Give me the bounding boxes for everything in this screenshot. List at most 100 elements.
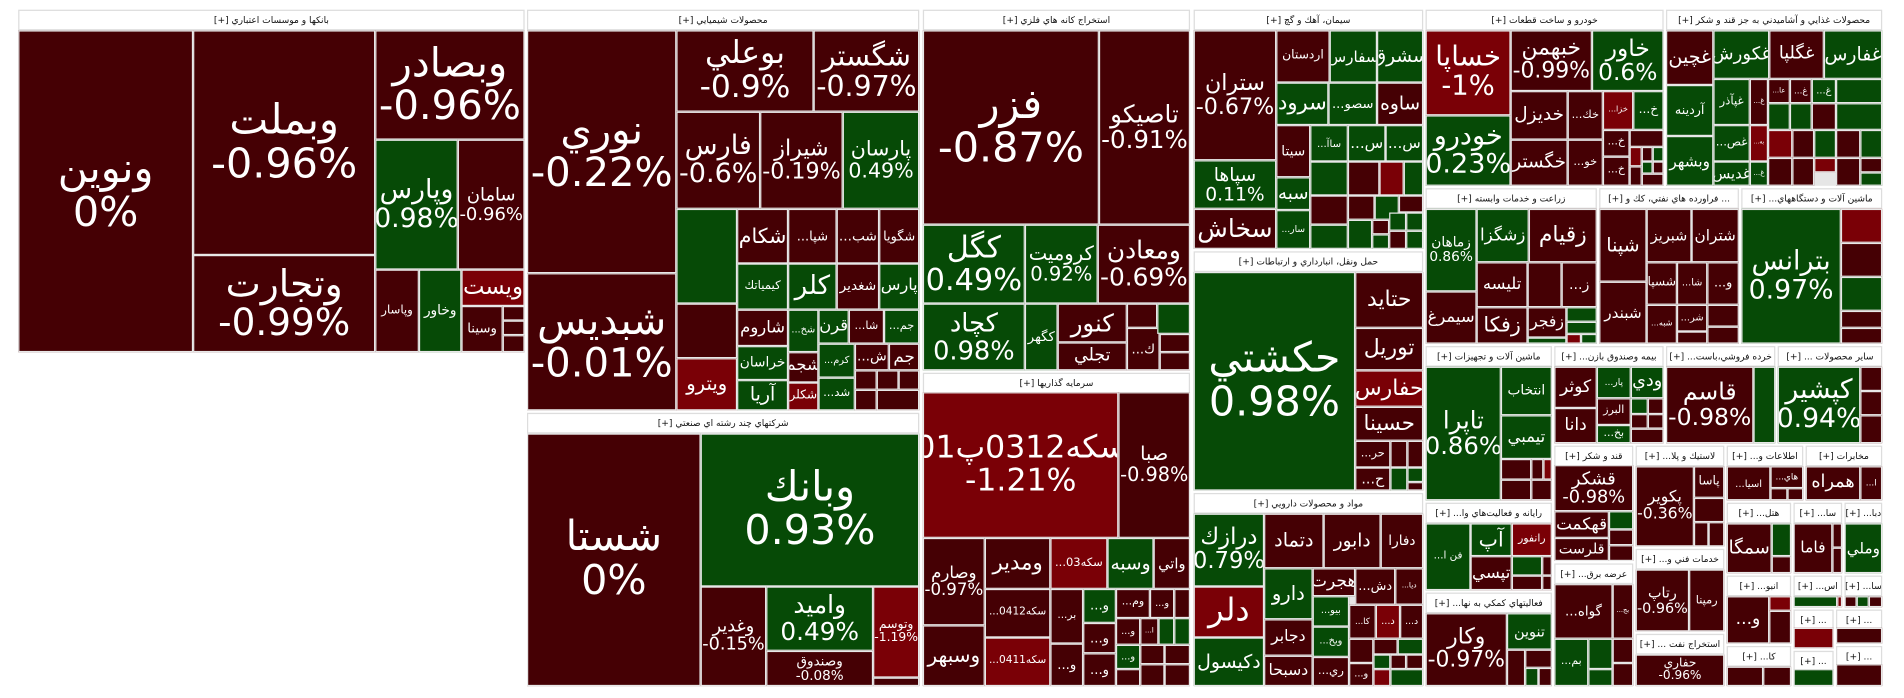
small-stock-tile[interactable] bbox=[502, 320, 525, 336]
stock-tile[interactable]: دارو bbox=[1264, 568, 1313, 620]
small-stock-tile[interactable] bbox=[1543, 459, 1552, 480]
stock-tile[interactable]: خزا... bbox=[1602, 91, 1634, 130]
small-stock-tile[interactable] bbox=[1630, 428, 1664, 444]
stock-tile[interactable]: خساپا -1% bbox=[1425, 30, 1511, 116]
stock-tile[interactable]: س... bbox=[1347, 125, 1386, 162]
stock-tile[interactable]: شغدير bbox=[836, 263, 880, 310]
small-stock-tile[interactable] bbox=[1581, 333, 1597, 344]
stock-tile[interactable]: ا... bbox=[1140, 618, 1159, 645]
small-stock-tile[interactable] bbox=[1641, 146, 1653, 162]
small-stock-tile[interactable] bbox=[1608, 511, 1634, 530]
small-stock-tile[interactable] bbox=[1771, 556, 1792, 574]
small-stock-tile[interactable] bbox=[1531, 459, 1544, 480]
stock-tile[interactable]: دتماد bbox=[1264, 513, 1324, 569]
sector-header-expand[interactable]: عرضه برق... [+] bbox=[1554, 563, 1634, 585]
small-stock-tile[interactable] bbox=[1525, 667, 1539, 687]
stock-tile[interactable]: سبه bbox=[1276, 177, 1311, 211]
stock-tile[interactable]: ش... bbox=[854, 343, 889, 371]
sector-header-expand[interactable]: خرده فروشي،باست... [+] bbox=[1666, 346, 1776, 367]
small-stock-tile[interactable] bbox=[876, 370, 899, 390]
small-stock-tile[interactable] bbox=[873, 677, 920, 687]
small-stock-tile[interactable] bbox=[1500, 459, 1532, 480]
small-stock-tile[interactable] bbox=[1159, 352, 1191, 371]
small-stock-tile[interactable] bbox=[1608, 545, 1634, 562]
stock-tile[interactable]: خاور 0.6% bbox=[1591, 30, 1664, 92]
stock-tile[interactable]: دش... bbox=[1355, 568, 1396, 605]
small-stock-tile[interactable] bbox=[1588, 669, 1613, 687]
small-stock-tile[interactable] bbox=[1398, 195, 1424, 213]
stock-tile[interactable]: درازك 0.79% bbox=[1193, 513, 1265, 587]
small-stock-tile[interactable] bbox=[1390, 440, 1408, 468]
small-stock-tile[interactable] bbox=[1126, 303, 1158, 328]
sector-header-expand[interactable]: مخابرات [+] bbox=[1805, 445, 1883, 467]
small-stock-tile[interactable] bbox=[1140, 644, 1165, 665]
stock-tile[interactable]: حفاري -0.96% bbox=[1635, 654, 1725, 687]
stock-tile[interactable]: سفارس bbox=[1329, 30, 1378, 83]
stock-tile[interactable]: اسيا... bbox=[1726, 466, 1771, 501]
stock-tile[interactable]: خودرو 0.23% bbox=[1425, 115, 1511, 186]
stock-tile[interactable]: توريل bbox=[1355, 327, 1424, 371]
small-stock-tile[interactable] bbox=[1860, 157, 1883, 173]
small-stock-tile[interactable] bbox=[1676, 331, 1708, 344]
sector-header-expand[interactable]: ساير محصولات ... [+] bbox=[1777, 346, 1883, 367]
stock-tile[interactable]: كپشير 0.94% bbox=[1777, 366, 1861, 444]
stock-tile[interactable]: پارس bbox=[879, 263, 920, 310]
stock-tile[interactable]: شگويا bbox=[879, 208, 920, 264]
small-stock-tile[interactable] bbox=[1868, 596, 1883, 608]
stock-tile[interactable]: حفارس bbox=[1355, 370, 1424, 407]
stock-tile[interactable]: ا... bbox=[1860, 466, 1883, 501]
stock-tile[interactable]: جم... bbox=[884, 309, 920, 344]
stock-tile[interactable]: خ... bbox=[1602, 129, 1630, 157]
small-stock-tile[interactable] bbox=[1629, 146, 1642, 167]
stock-tile[interactable]: غكورش bbox=[1713, 30, 1770, 79]
stock-tile[interactable]: هاي... bbox=[1770, 466, 1804, 489]
stock-tile[interactable]: حسينا bbox=[1355, 406, 1424, 441]
small-stock-tile[interactable] bbox=[1566, 333, 1582, 344]
stock-tile[interactable]: د... bbox=[1400, 604, 1424, 639]
small-stock-tile[interactable] bbox=[1641, 173, 1664, 186]
small-stock-tile[interactable] bbox=[1630, 398, 1648, 415]
stock-tile[interactable]: ستران -0.67% bbox=[1193, 30, 1277, 161]
small-stock-tile[interactable] bbox=[1641, 161, 1653, 174]
stock-tile[interactable]: ساوه bbox=[1377, 82, 1424, 126]
small-stock-tile[interactable] bbox=[1792, 157, 1815, 186]
small-stock-tile[interactable] bbox=[1566, 321, 1597, 334]
stock-tile[interactable]: شاروم bbox=[737, 309, 789, 347]
small-stock-tile[interactable] bbox=[1856, 596, 1869, 608]
stock-tile[interactable]: رتاپ -0.96% bbox=[1635, 569, 1690, 632]
stock-tile[interactable]: شبندر bbox=[1599, 281, 1647, 344]
stock-tile[interactable]: غفارس bbox=[1823, 30, 1883, 79]
stock-tile[interactable]: ح... bbox=[1355, 467, 1391, 491]
small-stock-tile[interactable] bbox=[1840, 327, 1883, 344]
small-stock-tile[interactable] bbox=[1407, 482, 1424, 491]
small-stock-tile[interactable] bbox=[1164, 644, 1191, 665]
stock-tile[interactable]: شستا 0% bbox=[527, 433, 701, 687]
small-stock-tile[interactable] bbox=[1652, 161, 1664, 174]
sector-header-expand[interactable]: قند و شكر [+] bbox=[1554, 445, 1634, 467]
stock-tile[interactable]: شبه... bbox=[1646, 304, 1677, 344]
stock-tile[interactable]: دانا bbox=[1554, 408, 1597, 444]
sector-header-expand[interactable]: سرمايه گذاريها [+] bbox=[922, 372, 1191, 394]
small-stock-tile[interactable] bbox=[1379, 161, 1404, 196]
stock-tile[interactable]: وخاور bbox=[418, 269, 462, 353]
stock-tile[interactable]: غگلپا bbox=[1769, 30, 1824, 79]
stock-tile[interactable]: وتجارت -0.99% bbox=[193, 255, 376, 353]
stock-tile[interactable]: دكيسول bbox=[1193, 637, 1265, 687]
stock-tile[interactable]: ومدير bbox=[984, 537, 1051, 589]
stock-tile[interactable]: گواه... bbox=[1554, 584, 1613, 639]
stock-tile[interactable]: همراه bbox=[1805, 466, 1861, 501]
stock-tile[interactable]: و... bbox=[1349, 663, 1374, 687]
stock-tile[interactable]: س... bbox=[1385, 125, 1424, 162]
stock-tile[interactable]: واميد 0.49% bbox=[766, 586, 874, 651]
small-stock-tile[interactable] bbox=[1373, 638, 1398, 655]
sector-header-expand[interactable]: محصولات شيميايي [+] bbox=[527, 9, 920, 31]
stock-tile[interactable]: وسينا bbox=[461, 306, 503, 353]
stock-tile[interactable]: شكام bbox=[737, 208, 789, 264]
small-stock-tile[interactable] bbox=[1771, 523, 1792, 557]
sector-header-expand[interactable]: شركتهاي چند رشته اي صنعتي [+] bbox=[527, 412, 920, 434]
stock-tile[interactable]: و... bbox=[1115, 618, 1141, 645]
stock-tile[interactable]: خك... bbox=[1567, 91, 1603, 140]
stock-tile[interactable]: كا... bbox=[1349, 604, 1376, 639]
stock-tile[interactable]: پارسان 0.49% bbox=[842, 111, 920, 209]
stock-tile[interactable]: عا... bbox=[1768, 78, 1790, 104]
